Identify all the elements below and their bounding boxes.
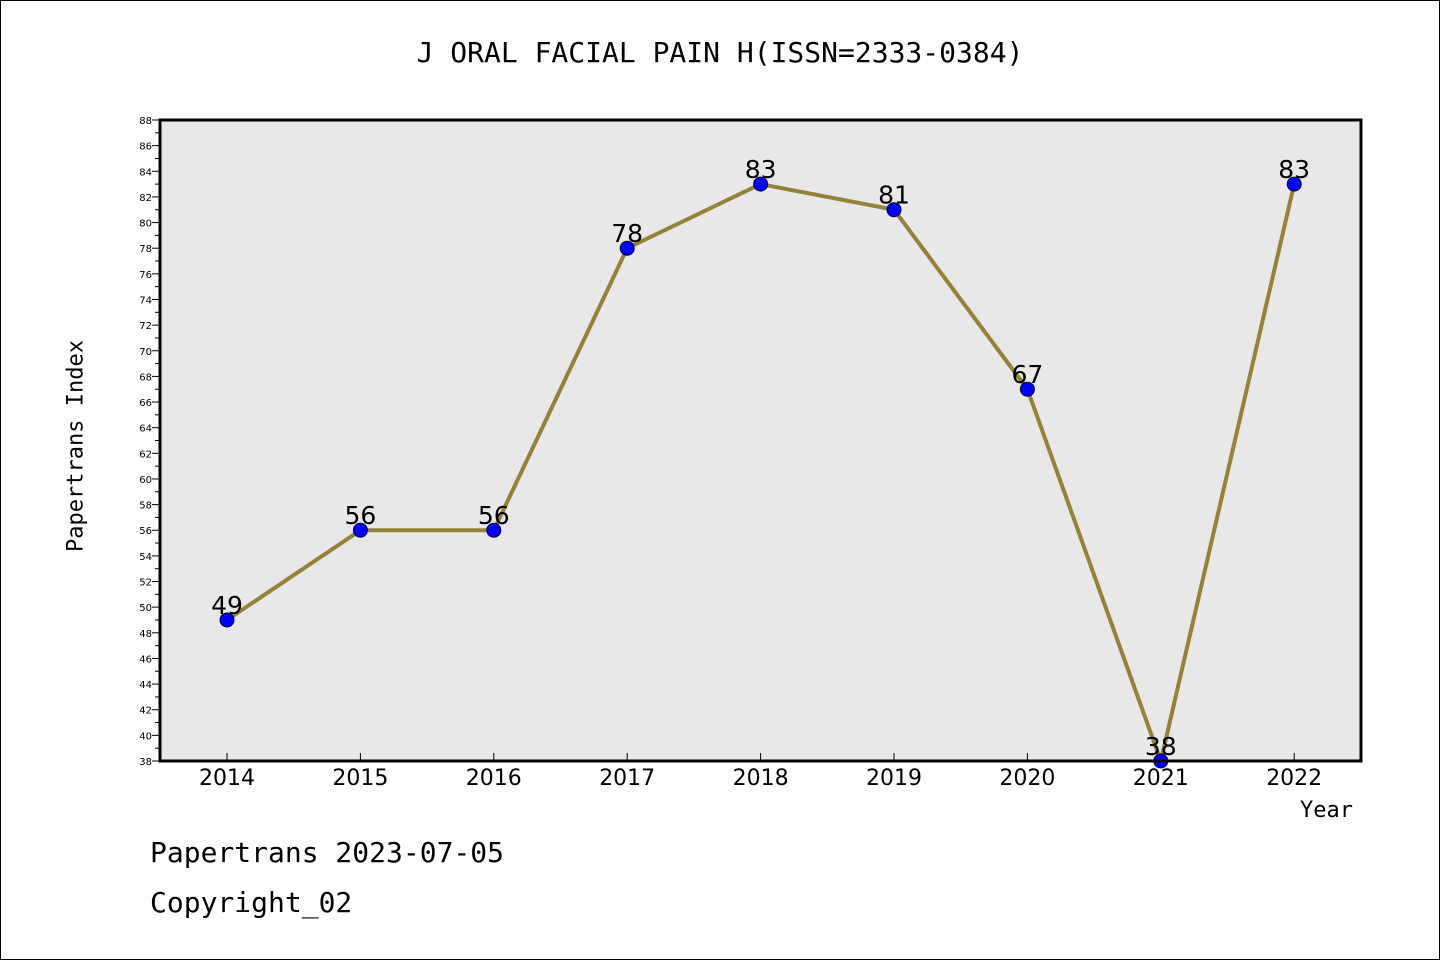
y-tick-label: 66 [139,398,152,409]
data-label: 83 [1278,155,1310,184]
y-tick-label: 56 [139,526,152,537]
y-tick-label: 44 [139,680,152,691]
footer-copyright: Copyright_02 [150,886,353,919]
data-point [1019,381,1035,397]
y-tick-label: 52 [139,578,152,589]
data-point [619,240,635,256]
x-tick-label: 2016 [466,766,522,791]
plot-border [158,118,1363,763]
y-tick-label: 68 [139,372,152,383]
data-point [352,522,368,538]
y-tick-label: 54 [139,552,152,563]
footer-date: Papertrans 2023-07-05 [150,836,505,869]
y-tick-label: 50 [139,603,152,614]
y-tick-label: 72 [139,321,152,332]
data-label: 78 [611,219,643,248]
data-point [886,202,902,218]
y-tick-label: 38 [139,757,152,768]
x-tick-label: 2021 [1133,766,1189,791]
y-tick-label: 42 [139,706,152,717]
data-point [219,612,235,628]
data-label: 67 [1011,360,1043,389]
x-tick-label: 2020 [999,766,1055,791]
x-tick-label: 2015 [332,766,388,791]
y-tick-label: 60 [139,475,152,486]
x-tick-label: 2019 [866,766,922,791]
chart-title: J ORAL FACIAL PAIN H(ISSN=2333-0384) [416,36,1024,69]
data-label: 83 [745,155,777,184]
y-tick-label: 76 [139,270,152,281]
y-tick-label: 62 [139,449,152,460]
plot-area [160,120,1361,761]
data-point [1286,176,1302,192]
y-tick-label: 80 [139,219,152,230]
y-tick-label: 74 [139,295,152,306]
y-tick-label: 46 [139,654,152,665]
y-tick-label: 82 [139,193,152,204]
y-tick-label: 84 [139,167,152,178]
x-tick-label: 2018 [733,766,789,791]
x-tick-label: 2022 [1266,766,1322,791]
data-point [486,522,502,538]
y-tick-label: 40 [139,731,152,742]
data-label: 56 [478,501,510,530]
y-tick-label: 86 [139,142,152,153]
y-tick-label: 88 [139,116,152,127]
y-tick-label: 58 [139,501,152,512]
x-axis-label: Year [1300,798,1353,823]
y-tick-label: 48 [139,629,152,640]
data-label: 38 [1145,732,1177,761]
x-tick-label: 2014 [199,766,255,791]
data-label: 49 [211,591,243,620]
data-label: 81 [878,181,910,210]
y-tick-label: 64 [139,424,152,435]
data-label: 56 [344,501,376,530]
y-tick-label: 70 [139,347,152,358]
y-tick-label: 78 [139,244,152,255]
x-tick-label: 2017 [599,766,655,791]
data-point [753,176,769,192]
